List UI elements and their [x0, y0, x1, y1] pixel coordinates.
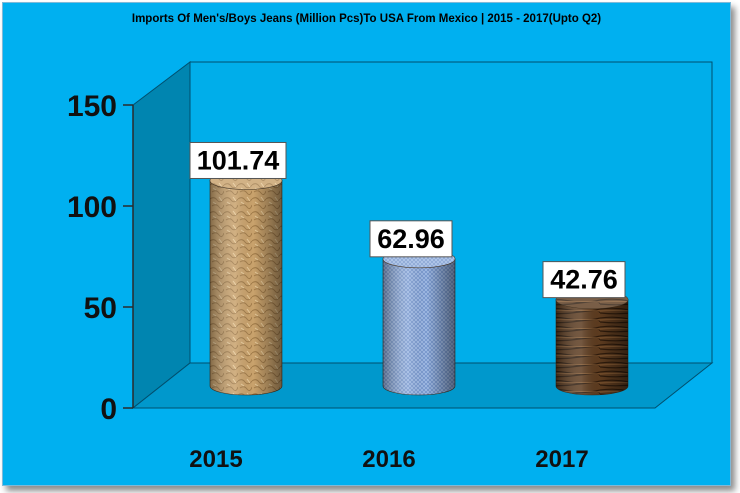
y-tick-label: 150 [67, 90, 117, 123]
data-label-2017: 42.76 [542, 261, 626, 299]
side-wall [132, 60, 191, 410]
bar-2016 [382, 249, 456, 396]
y-tick-label: 0 [100, 393, 117, 426]
bar-shading [383, 258, 455, 395]
y-axis-ticks: 0 50 100 150 [67, 90, 133, 426]
x-tick-label: 2015 [189, 446, 242, 473]
chart-title: Imports Of Men's/Boys Jeans (Million Pcs… [131, 13, 602, 25]
data-label-text: 101.74 [197, 145, 280, 175]
bar-shading [556, 299, 628, 395]
bar-2015 [209, 171, 283, 396]
x-axis-labels: 2015 2016 2017 [189, 446, 588, 473]
data-label-text: 42.76 [550, 265, 618, 295]
bar-2017 [555, 290, 629, 396]
data-label-box [189, 141, 287, 179]
data-label-box [542, 261, 626, 299]
y-tick-label: 100 [67, 191, 117, 224]
data-label-2015: 101.74 [189, 141, 287, 179]
x-tick-label: 2017 [535, 446, 588, 473]
data-label-2016: 62.96 [369, 220, 453, 258]
data-label-box [369, 220, 453, 258]
y-tick-label: 50 [84, 292, 117, 325]
data-label-text: 62.96 [377, 224, 445, 254]
bars: 101.74 62.96 42.76 [189, 141, 629, 396]
x-tick-label: 2016 [362, 446, 415, 473]
bar-shading [210, 180, 282, 395]
